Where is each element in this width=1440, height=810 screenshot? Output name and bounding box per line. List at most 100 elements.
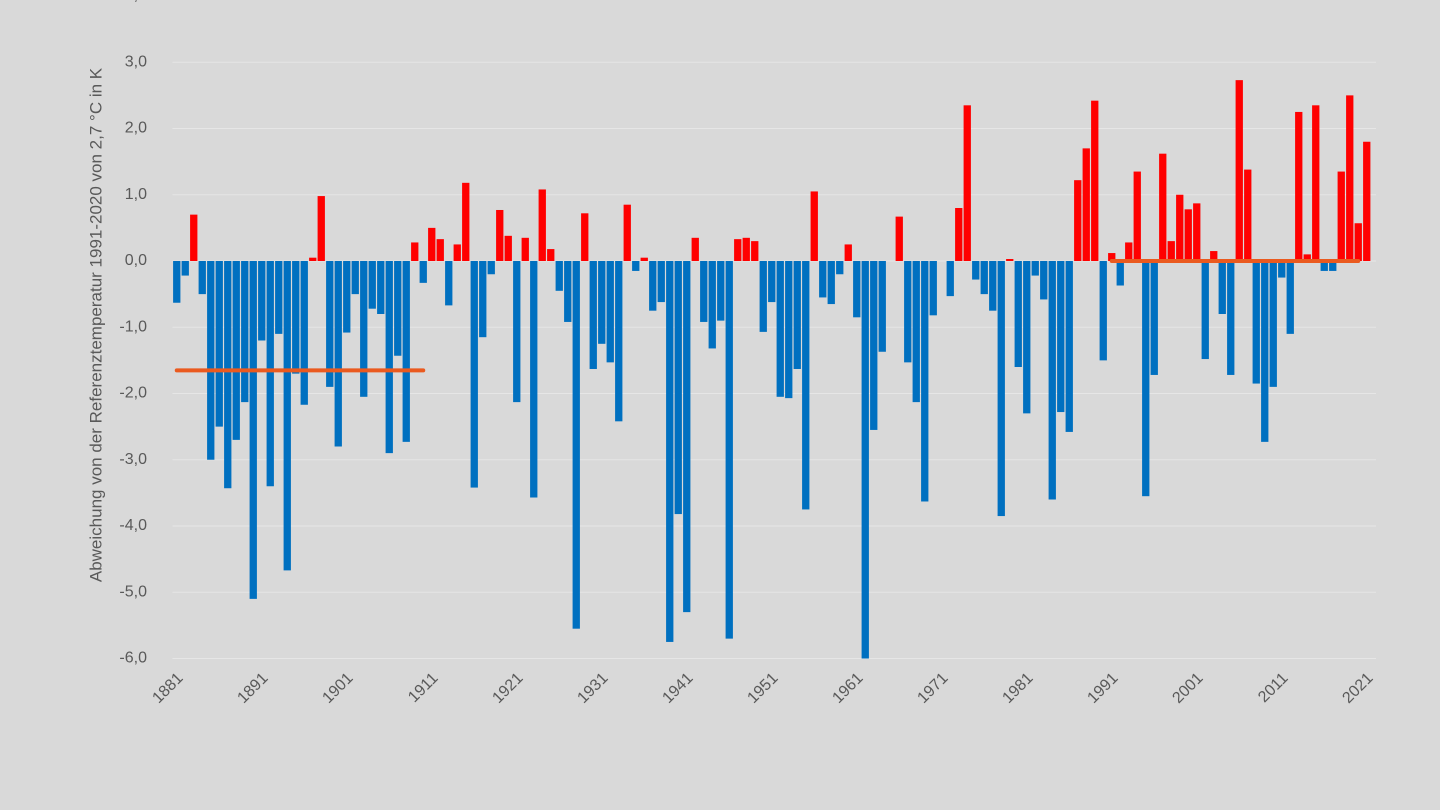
bar bbox=[232, 261, 240, 440]
bar bbox=[547, 249, 555, 261]
bar bbox=[1040, 261, 1048, 300]
bar bbox=[827, 261, 835, 305]
bar bbox=[572, 261, 580, 629]
bar bbox=[300, 261, 308, 405]
bar bbox=[598, 261, 606, 344]
bar bbox=[1244, 169, 1252, 261]
bar bbox=[1312, 105, 1320, 261]
bar bbox=[946, 261, 954, 297]
bar bbox=[1252, 261, 1260, 384]
bar bbox=[1159, 153, 1167, 261]
bar bbox=[1116, 261, 1124, 286]
bar bbox=[1286, 261, 1294, 334]
bar bbox=[215, 261, 223, 427]
bar bbox=[836, 261, 844, 275]
bar bbox=[1303, 254, 1311, 261]
bar bbox=[173, 261, 181, 303]
bar bbox=[1295, 111, 1303, 261]
bar bbox=[555, 261, 563, 291]
bar bbox=[1354, 223, 1362, 261]
bar bbox=[419, 261, 427, 283]
bar bbox=[1278, 261, 1286, 278]
bar bbox=[258, 261, 266, 341]
bar bbox=[1269, 261, 1277, 387]
bar bbox=[1125, 242, 1133, 261]
bar bbox=[207, 261, 215, 460]
bar bbox=[623, 204, 631, 261]
bar bbox=[530, 261, 538, 498]
bar bbox=[870, 261, 878, 430]
bar bbox=[368, 261, 376, 309]
bar bbox=[776, 261, 784, 397]
y-tick-label: 4,0 bbox=[125, 0, 147, 4]
bar bbox=[1329, 261, 1337, 271]
bar bbox=[462, 182, 470, 261]
bar bbox=[640, 257, 648, 261]
bar bbox=[309, 257, 317, 261]
bar bbox=[1235, 80, 1243, 261]
bar bbox=[980, 261, 988, 295]
bar bbox=[1142, 261, 1150, 497]
bar bbox=[666, 261, 674, 642]
bar bbox=[190, 214, 198, 261]
bar bbox=[1031, 261, 1039, 276]
bar bbox=[929, 261, 937, 316]
bar bbox=[241, 261, 249, 403]
bar bbox=[581, 213, 589, 261]
bar bbox=[360, 261, 368, 397]
bar bbox=[1227, 261, 1235, 375]
bar bbox=[402, 261, 410, 442]
bar bbox=[198, 261, 206, 295]
bar bbox=[632, 261, 640, 271]
bar bbox=[428, 227, 436, 261]
bar bbox=[844, 244, 852, 261]
bar bbox=[1363, 141, 1371, 261]
bar bbox=[504, 235, 512, 261]
bar bbox=[734, 239, 742, 261]
bar bbox=[1193, 203, 1201, 261]
y-tick-label: -2,0 bbox=[119, 385, 147, 402]
y-tick-label: -4,0 bbox=[119, 517, 147, 534]
bar bbox=[385, 261, 393, 454]
bar bbox=[343, 261, 351, 333]
bar bbox=[1108, 253, 1116, 261]
bar bbox=[819, 261, 827, 298]
bar bbox=[1074, 180, 1082, 261]
bar bbox=[470, 261, 478, 488]
bar bbox=[1201, 261, 1209, 360]
bar bbox=[683, 261, 691, 613]
y-tick-label: 1,0 bbox=[125, 186, 147, 203]
bar bbox=[275, 261, 283, 334]
bar bbox=[793, 261, 801, 369]
bar bbox=[224, 261, 232, 489]
bar bbox=[700, 261, 708, 322]
bar bbox=[496, 209, 504, 261]
y-tick-label: 0,0 bbox=[125, 252, 147, 269]
y-tick-label: -3,0 bbox=[119, 451, 147, 468]
bar bbox=[1210, 251, 1218, 261]
bar bbox=[249, 261, 257, 599]
bar bbox=[394, 261, 402, 356]
bar bbox=[674, 261, 682, 515]
y-tick-label: -6,0 bbox=[119, 650, 147, 667]
bar bbox=[768, 261, 776, 303]
bar bbox=[1320, 261, 1328, 271]
bar bbox=[802, 261, 810, 510]
bar bbox=[606, 261, 614, 363]
bar bbox=[564, 261, 572, 322]
bar bbox=[912, 261, 920, 403]
bar bbox=[453, 244, 461, 261]
bar bbox=[717, 261, 725, 321]
bar bbox=[989, 261, 997, 311]
bar bbox=[878, 261, 886, 352]
bar bbox=[1346, 95, 1354, 261]
bar bbox=[334, 261, 342, 447]
bar bbox=[1023, 261, 1031, 414]
bar bbox=[538, 189, 546, 261]
bar bbox=[292, 261, 300, 374]
bar bbox=[861, 261, 869, 659]
bar bbox=[657, 261, 665, 303]
y-tick-label: 3,0 bbox=[125, 53, 147, 70]
